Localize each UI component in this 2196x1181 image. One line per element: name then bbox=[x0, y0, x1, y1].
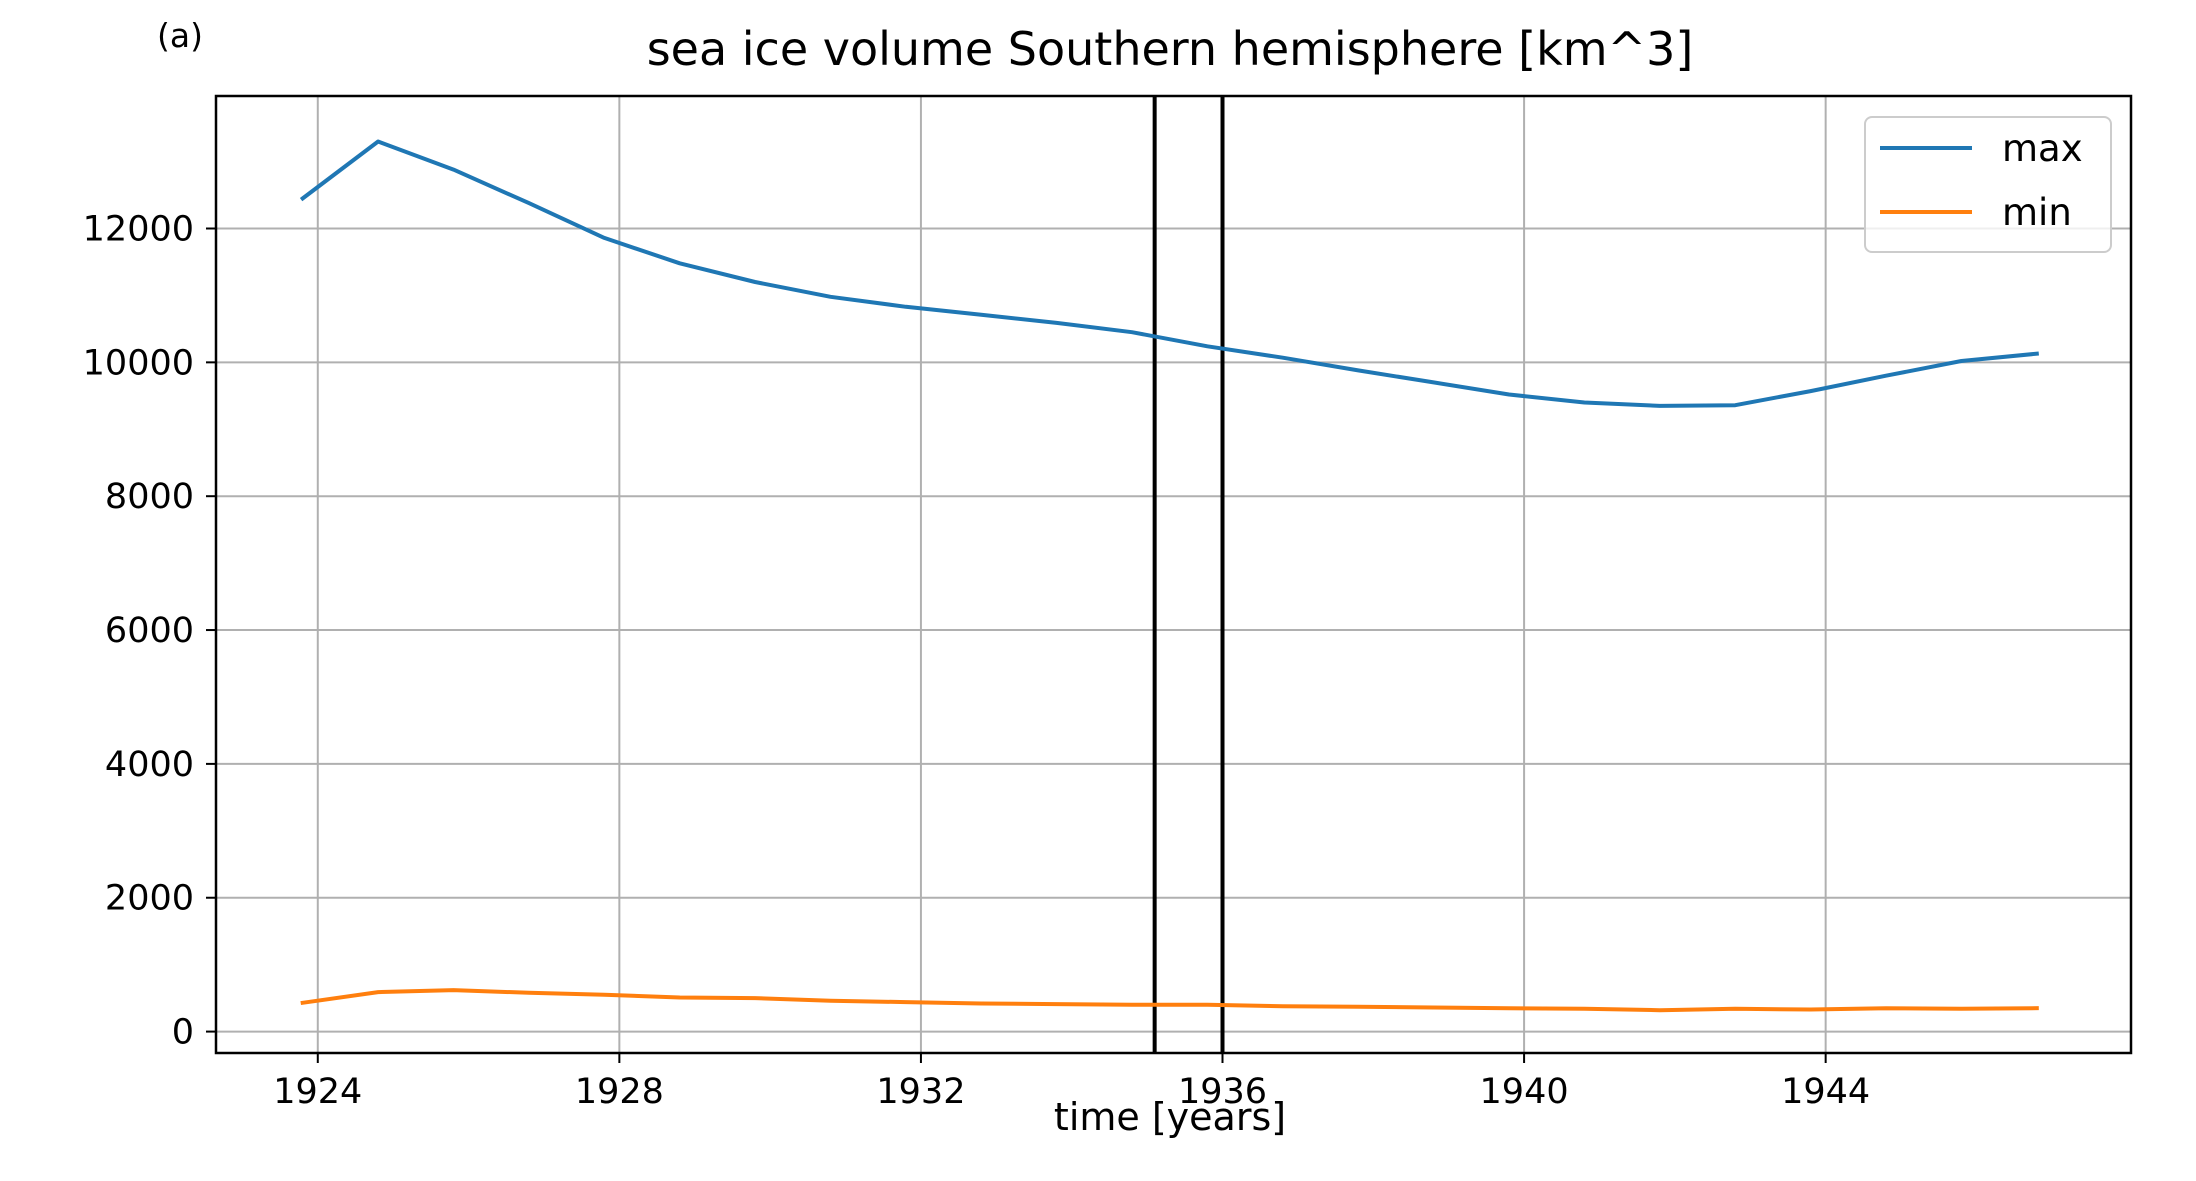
x-tick-label: 1924 bbox=[273, 1072, 362, 1112]
x-tick-label: 1928 bbox=[575, 1072, 664, 1112]
y-tick-label: 10000 bbox=[83, 343, 194, 383]
y-tick-label: 4000 bbox=[105, 745, 194, 785]
plot-frame bbox=[214, 94, 2133, 1055]
series-line-max bbox=[299, 139, 2039, 408]
axis-ticks: 1924 1928 1932 1936 1940 1944 0 2000 4000 6000 800… bbox=[83, 210, 1871, 1112]
y-tick-label: 12000 bbox=[83, 210, 194, 250]
y-tick-label: 0 bbox=[172, 1013, 194, 1053]
legend: max min bbox=[1864, 116, 2112, 253]
chart-title: sea ice volume Southern hemisphere [km^3… bbox=[647, 22, 1694, 76]
x-axis-label: time [years] bbox=[1054, 1095, 1286, 1139]
grid-lines bbox=[216, 96, 2131, 1053]
x-tick-label: 1940 bbox=[1480, 1072, 1569, 1112]
series-line-min bbox=[300, 988, 2039, 1013]
vertical-marker-lines bbox=[1152, 96, 1225, 1053]
legend-box bbox=[1864, 116, 2112, 253]
y-tick-label: 2000 bbox=[105, 879, 194, 919]
legend-label-max: max bbox=[2002, 127, 2083, 170]
legend-label-min: min bbox=[2002, 191, 2072, 234]
x-tick-label: 1936 bbox=[1178, 1072, 1267, 1112]
x-tick-label: 1944 bbox=[1781, 1072, 1870, 1112]
panel-label: (a) bbox=[157, 16, 203, 55]
y-tick-label: 6000 bbox=[105, 611, 194, 651]
x-tick-label: 1932 bbox=[876, 1072, 965, 1112]
data-series bbox=[299, 139, 2039, 1013]
y-tick-label: 8000 bbox=[105, 477, 194, 517]
